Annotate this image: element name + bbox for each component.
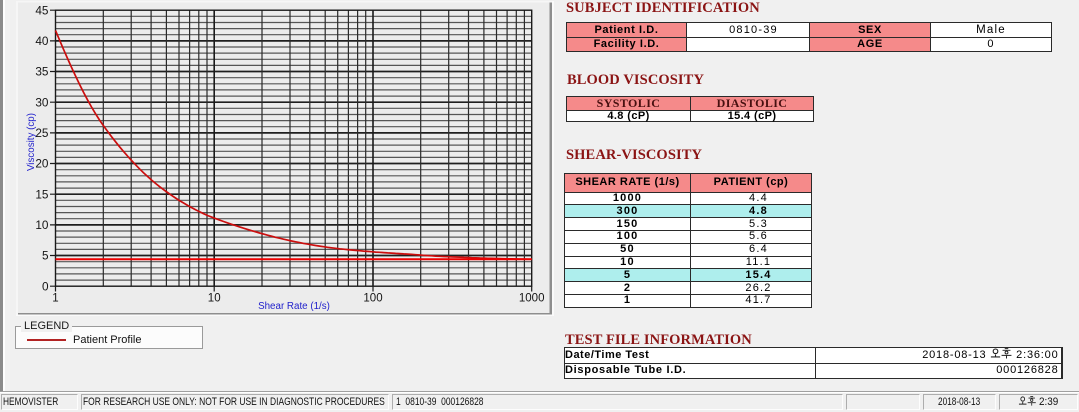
svg-text:100: 100 <box>363 293 382 305</box>
svg-text:Viscosity (cp): Viscosity (cp) <box>26 113 37 171</box>
svg-text:20: 20 <box>35 157 49 171</box>
svg-text:0: 0 <box>42 279 49 293</box>
svg-text:1000: 1000 <box>519 293 545 305</box>
svg-text:Shear Rate (1/s): Shear Rate (1/s) <box>258 301 330 312</box>
svg-text:40: 40 <box>35 34 49 48</box>
svg-text:10: 10 <box>35 218 49 232</box>
svg-text:45: 45 <box>35 3 49 17</box>
svg-text:15: 15 <box>35 187 49 201</box>
svg-text:35: 35 <box>35 65 49 79</box>
svg-text:1: 1 <box>52 293 58 305</box>
svg-text:25: 25 <box>35 126 49 140</box>
svg-text:5: 5 <box>42 249 49 263</box>
svg-text:30: 30 <box>35 95 49 109</box>
svg-text:10: 10 <box>208 293 221 305</box>
